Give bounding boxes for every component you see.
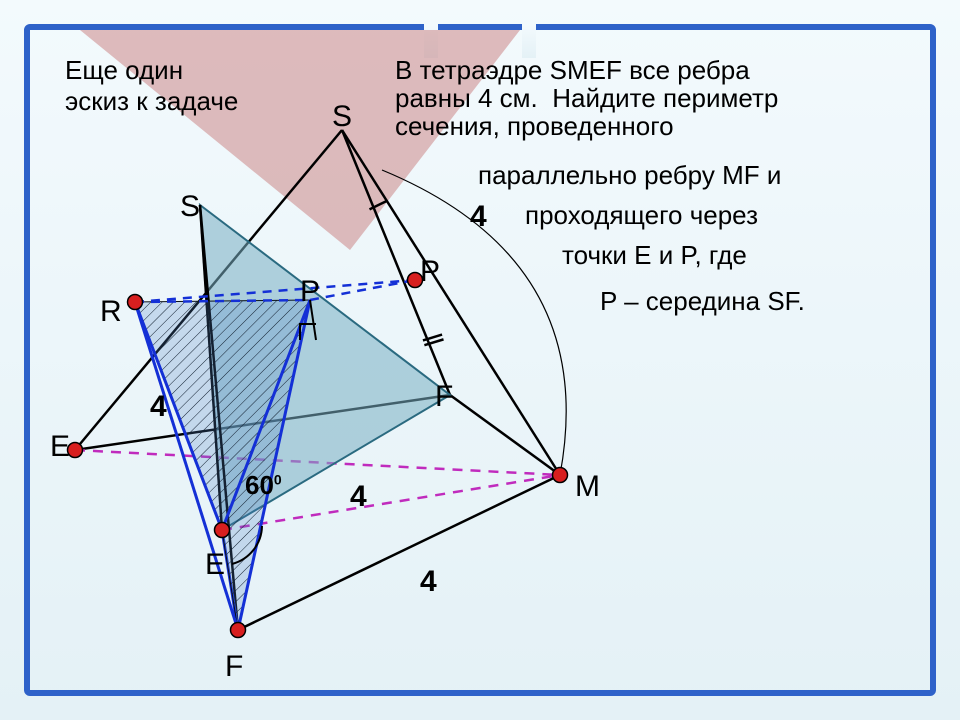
problem-l7: P – середина SF. <box>600 286 805 317</box>
label-r: R <box>100 295 122 329</box>
angle-sup: 0 <box>274 471 282 487</box>
label-4-sf: 4 <box>470 200 487 234</box>
label-4-se: 4 <box>150 390 167 424</box>
label-p-inner: P <box>300 275 320 309</box>
angle-value: 60 <box>245 470 274 500</box>
label-e-outer: E <box>50 430 70 464</box>
problem-l3: сечения, проведенного <box>395 111 674 142</box>
problem-l4: параллельно ребру MF и <box>478 160 781 191</box>
label-s-inner: S <box>180 190 200 224</box>
label-angle-60: 600 <box>245 470 282 501</box>
problem-l1: В тетраэдре SMEF все ребра <box>395 55 750 86</box>
label-s-outer: S <box>332 100 352 134</box>
label-f-inner: F <box>225 650 243 684</box>
label-4-em: 4 <box>350 480 367 514</box>
problem-l6: точки E и P, где <box>562 240 747 271</box>
problem-l2: равны 4 см. Найдите периметр <box>395 83 778 114</box>
problem-l5: проходящего через <box>525 200 758 231</box>
slide-stage: Еще один эскиз к задаче В тетраэдре SMEF… <box>0 0 960 720</box>
label-f-outer: F <box>435 380 453 414</box>
note-sketch: Еще один эскиз к задаче <box>65 55 238 117</box>
label-p-outer: P <box>420 255 440 289</box>
label-e-inner: E <box>205 548 225 582</box>
label-4-fm: 4 <box>420 565 437 599</box>
label-m: M <box>575 470 600 504</box>
